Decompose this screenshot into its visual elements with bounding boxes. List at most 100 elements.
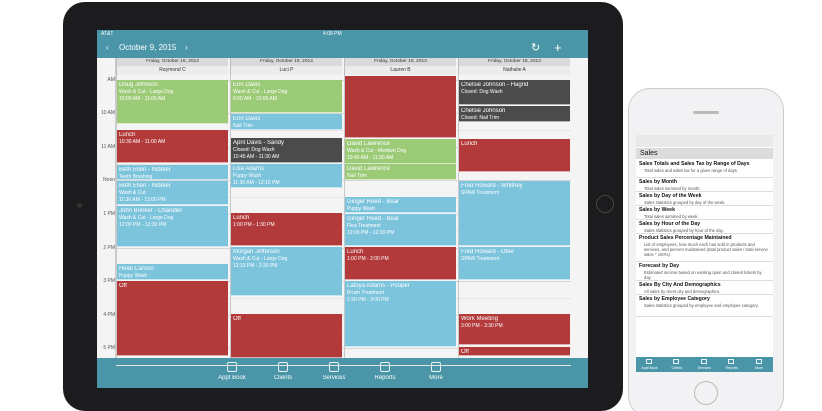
- half-hour-line: [116, 297, 571, 299]
- ipad-screen: AT&T 4:08 PM ‹ October 9, 2015 › ↻ + App…: [97, 30, 588, 388]
- column-divider: [116, 75, 117, 358]
- time-label: 5 PM: [103, 345, 115, 352]
- appointment[interactable]: Heidi Carson Puppy Wash: [117, 264, 228, 280]
- phone-tab[interactable]: Clients: [663, 357, 690, 372]
- section-header: Sales: [636, 148, 773, 159]
- appointment[interactable]: Lunch: [459, 139, 570, 172]
- tab[interactable]: Reports: [363, 358, 407, 388]
- appointment-text: Morgan Jefferson: [233, 249, 280, 255]
- phone-tab[interactable]: Reports: [718, 357, 745, 372]
- appointment[interactable]: Morgan Jefferson Wash & Cut - Large Dog 12…: [231, 247, 342, 296]
- appointment-text: Beth Ellen - Nibbler: [119, 167, 171, 173]
- appointment-text: Lunch: [347, 249, 364, 255]
- appointment[interactable]: Chelsie Johnson Closed: Nail Trim: [459, 106, 570, 122]
- appointment[interactable]: Off: [117, 281, 228, 356]
- current-date[interactable]: October 9, 2015: [119, 43, 177, 52]
- appointment[interactable]: David Lawrence Nail Trim: [345, 164, 456, 180]
- appointment-text: Closed: Nail Trim: [461, 115, 500, 121]
- prev-button[interactable]: ‹: [106, 43, 109, 52]
- report-item[interactable]: Sales by Week Total sales summed by week.: [636, 206, 773, 220]
- appointment[interactable]: Erin Davis Wash & Cut - Large Dog 9:00 AM …: [231, 80, 342, 113]
- phone-tab-icon: [700, 359, 707, 364]
- report-item[interactable]: Product Sales Percentage Maintained List …: [636, 234, 773, 262]
- report-item[interactable]: Sales by Hour of the Day Sales statistics…: [636, 220, 773, 234]
- report-item[interactable]: Sales by Day of the Week Sales statistics…: [636, 192, 773, 206]
- time-label: 2 PM: [103, 244, 115, 251]
- phone-tab-label: Services: [697, 366, 711, 370]
- report-description: All sales by client city and demographic…: [644, 288, 721, 294]
- tab[interactable]: More: [414, 358, 458, 388]
- half-hour-line: [116, 230, 571, 232]
- appointment[interactable]: April Davis - Sandy Closed: Dog Wash 10:45…: [231, 138, 342, 163]
- phone-tab[interactable]: More: [746, 357, 773, 372]
- refresh-button[interactable]: ↻: [531, 42, 541, 54]
- report-item[interactable]: Sales by Employee Category Sales statisti…: [636, 295, 773, 317]
- phone-tab[interactable]: Services: [691, 357, 718, 372]
- hour-line: [116, 146, 571, 148]
- column-divider: [344, 75, 345, 358]
- appointment[interactable]: Beth Ellen - Nibbler Teeth Brushing: [117, 165, 228, 180]
- appointment-text: Ginger Reed - Bear: [347, 199, 400, 205]
- appointment-text: Off: [461, 349, 469, 355]
- appointment[interactable]: Lisa Adams Puppy Wash 11:30 AM - 12:15 PM: [231, 164, 342, 188]
- appointment[interactable]: John Brinker - Chandler Wash & Cut - Larg…: [117, 206, 228, 247]
- appointment[interactable]: Chelsie Johnson - Hagrid Closed: Dog Wash: [459, 80, 570, 105]
- next-button[interactable]: ›: [185, 43, 188, 52]
- appointment-text: David Lawrence: [347, 166, 391, 172]
- appointment-text: Closed: Dog Wash: [233, 147, 275, 153]
- appointment[interactable]: Latoya Adams - Pooper Brush Treatment 2:30…: [345, 281, 456, 347]
- appointment[interactable]: Lunch 1:00 PM - 1:30 PM: [231, 213, 342, 246]
- appointment[interactable]: Beth Ellen - Nibbler Wash & Cut 11:30 AM -…: [117, 181, 228, 205]
- tab-icon: [431, 362, 441, 372]
- tab[interactable]: Clients: [261, 358, 305, 388]
- appointment[interactable]: David Lawrence Wash & Cut - Medium Dog 10:…: [345, 139, 456, 164]
- column-divider: [230, 75, 231, 358]
- ipad-camera: [77, 203, 82, 208]
- appointment[interactable]: Off: [231, 314, 342, 358]
- half-hour-line: [116, 129, 571, 131]
- report-item[interactable]: Forecast by Day Estimated income based on…: [636, 262, 773, 281]
- appointment-text: Off: [233, 316, 241, 322]
- time-label: 3 PM: [103, 278, 115, 285]
- appointment-text: Puppy Wash: [119, 273, 148, 279]
- nav-bar: ‹ October 9, 2015 › ↻ +: [97, 38, 588, 58]
- appointment[interactable]: Fred Howard - Whitney SPAW Treatment: [459, 181, 570, 246]
- hour-line: [116, 213, 571, 215]
- appointment-text: Off: [119, 283, 127, 289]
- appointment-text: Wash & Cut - Large Dog: [233, 256, 288, 262]
- appointment[interactable]: Work Meeting 3:00 PM - 3:30 PM: [459, 314, 570, 345]
- appointment-text: 10:00 AM - 11:00 AM: [119, 95, 166, 102]
- tab[interactable]: Services: [312, 358, 356, 388]
- report-item[interactable]: Sales By City And Demographics All sales …: [636, 281, 773, 295]
- report-description: Estimated income based on existing open …: [644, 269, 762, 280]
- report-title: Sales by Day of the Week: [639, 193, 702, 199]
- phone-tab-label: More: [755, 366, 764, 370]
- appointment-text: 10:45 AM - 11:30 AM: [347, 154, 394, 161]
- report-item[interactable]: Sales Totals and Sales Tax by Range of D…: [636, 160, 773, 178]
- appointment[interactable]: [345, 76, 456, 138]
- appointment[interactable]: Erin Davis Nail Trim: [231, 114, 342, 130]
- iphone-home-button[interactable]: [694, 381, 718, 405]
- appointment[interactable]: Ginger Reed - Bear Puppy Wash: [345, 197, 456, 213]
- appointment-text: 2:30 PM - 3:00 PM: [347, 296, 389, 303]
- tab[interactable]: Appt Book: [210, 358, 254, 388]
- appointment[interactable]: Doug Johnson Wash & Cut - Large Dog 10:00 …: [117, 80, 228, 124]
- report-title: Sales Totals and Sales Tax by Range of D…: [639, 161, 750, 167]
- phone-nav: [636, 135, 773, 147]
- appointment[interactable]: Ginger Reed - Bear Flea Treatment 12:00 PM…: [345, 214, 456, 246]
- ipad-home-button[interactable]: [596, 195, 614, 213]
- phone-tab[interactable]: Appt Book: [636, 357, 663, 372]
- report-item[interactable]: Sales by Month Total sales summed by mont…: [636, 178, 773, 192]
- half-hour-line: [116, 197, 571, 199]
- appointment-text: Latoya Adams - Pooper: [347, 283, 410, 289]
- column-date: Friday, October 18, 2013: [344, 58, 456, 66]
- appointment[interactable]: Lunch 1:00 PM - 2:00 PM: [345, 247, 456, 280]
- appointment[interactable]: Lunch 10:30 AM - 11:00 AM: [117, 130, 228, 163]
- add-button[interactable]: +: [554, 40, 562, 55]
- appointment[interactable]: Fred Howard - Obie SPAW Treatment: [459, 247, 570, 280]
- phone-tab-label: Reports: [725, 366, 738, 370]
- report-title: Sales By City And Demographics: [639, 282, 721, 288]
- tab-label: Appt Book: [218, 375, 246, 381]
- appointment[interactable]: Off: [459, 347, 570, 356]
- tab-label: Reports: [374, 375, 396, 381]
